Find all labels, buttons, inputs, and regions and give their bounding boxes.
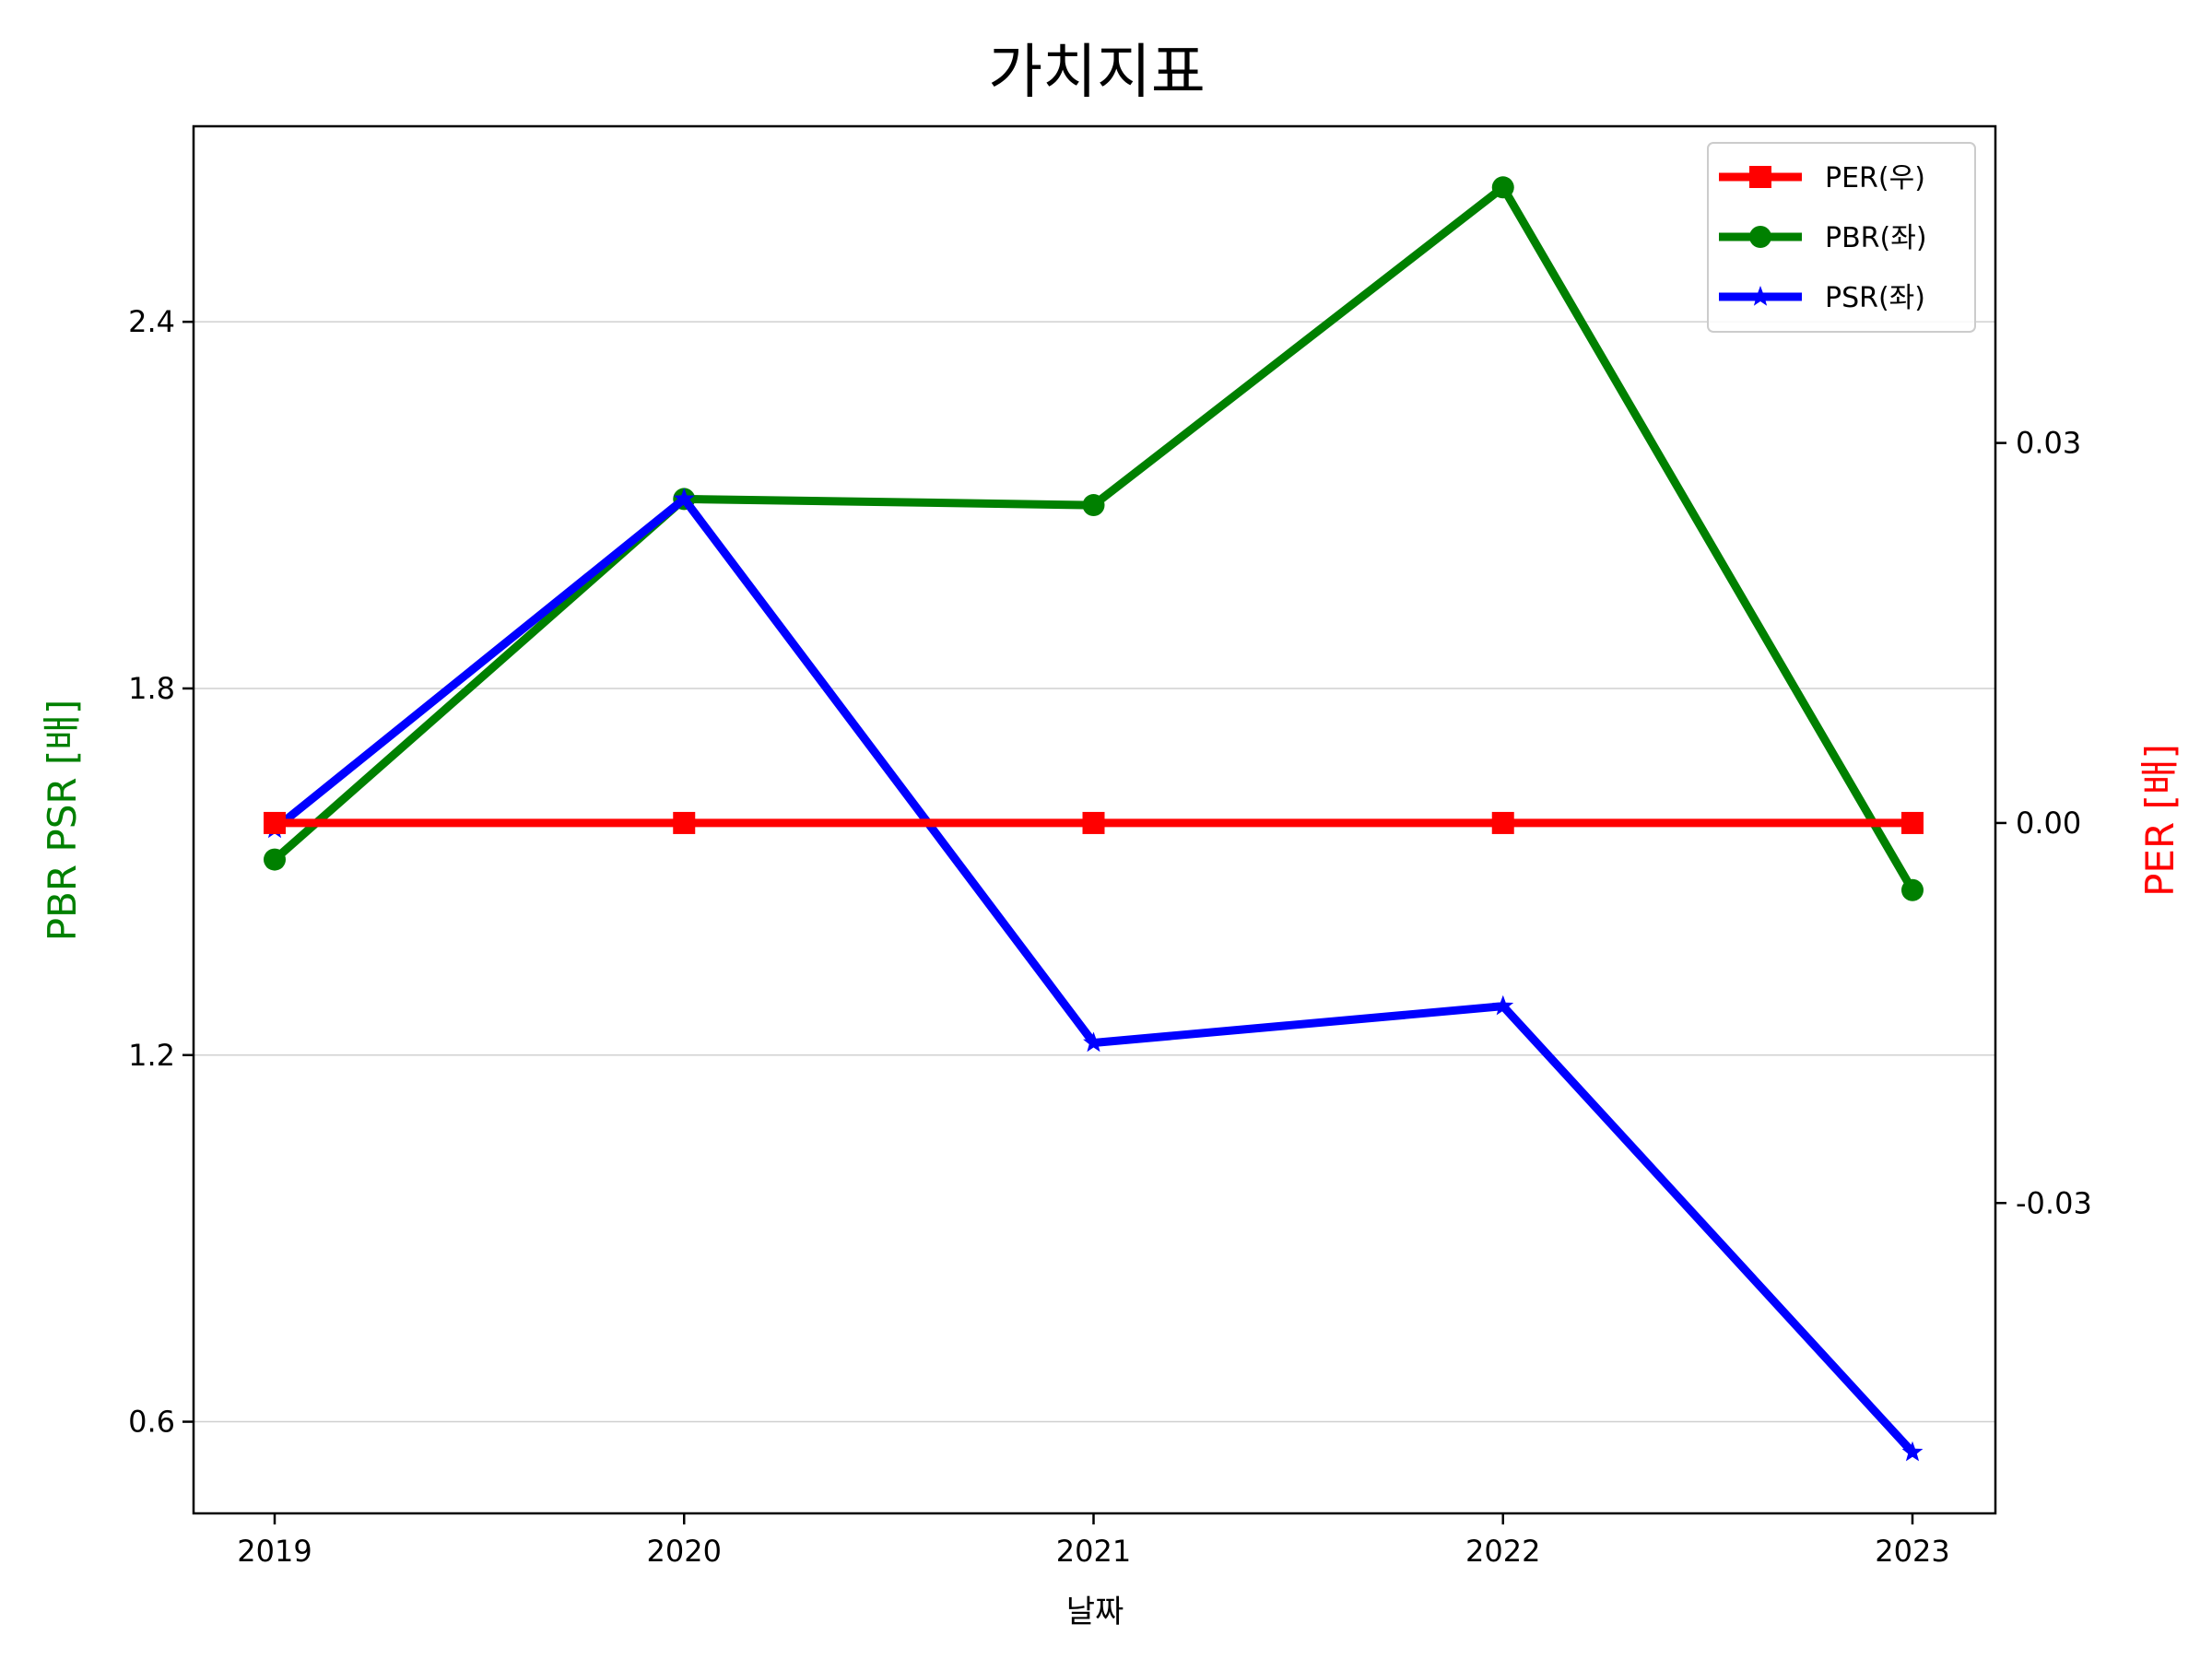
data-point [1491, 811, 1514, 834]
right-y-tick-label: -0.03 [2016, 1185, 2092, 1220]
data-point [1901, 878, 1924, 901]
data-point [673, 488, 695, 509]
left-y-tick-label: 0.6 [128, 1405, 175, 1440]
series-group [264, 811, 1924, 834]
left-y-tick-label: 1.8 [128, 671, 175, 706]
data-point [264, 811, 286, 834]
chart-title: 가치지표 [988, 39, 1206, 107]
series-layer [264, 176, 1924, 1462]
data-point [1082, 494, 1105, 517]
x-tick-label: 2020 [647, 1534, 722, 1569]
x-tick-label: 2019 [237, 1534, 312, 1569]
data-point [1083, 1031, 1104, 1053]
right-y-tick-label: 0.03 [2016, 426, 2081, 461]
right-y-tick-label: 0.00 [2016, 806, 2081, 841]
series-group [264, 488, 1924, 1462]
x-tick-label: 2021 [1056, 1534, 1131, 1569]
data-point [673, 811, 696, 834]
x-axis-label: 날짜 [1066, 1594, 1124, 1630]
legend-label: PSR(좌) [1825, 282, 1925, 314]
legend-marker [1749, 226, 1771, 248]
legend-marker [1749, 286, 1771, 306]
left-y-tick-label: 2.4 [128, 304, 175, 339]
legend: PER(우) PBR(좌) PSR(좌) [1707, 142, 1976, 333]
grid-lines [194, 321, 1995, 1423]
right-y-axis: -0.03 0.00 0.03 [1995, 426, 2092, 1220]
right-y-axis-label: PER [배] [2137, 744, 2183, 897]
left-y-axis: 0.6 1.2 1.8 2.4 [128, 304, 194, 1440]
x-axis: 2019 2020 2021 2022 2023 [237, 1513, 1950, 1569]
series-line [270, 182, 1917, 895]
left-y-tick-label: 1.2 [128, 1038, 175, 1073]
data-point [1492, 994, 1514, 1016]
data-point [1901, 811, 1924, 834]
legend-box [1707, 142, 1976, 333]
legend-label: PBR(좌) [1825, 222, 1927, 254]
x-tick-label: 2022 [1465, 1534, 1540, 1569]
x-tick-label: 2023 [1875, 1534, 1949, 1569]
data-point [1901, 1441, 1924, 1462]
legend-label: PER(우) [1825, 162, 1925, 194]
left-y-axis-label: PBR PSR [배] [40, 700, 85, 942]
data-point [1082, 811, 1105, 834]
data-point [264, 848, 286, 871]
legend-marker [1749, 166, 1771, 188]
series-group [264, 176, 1924, 901]
data-point [1491, 176, 1514, 199]
